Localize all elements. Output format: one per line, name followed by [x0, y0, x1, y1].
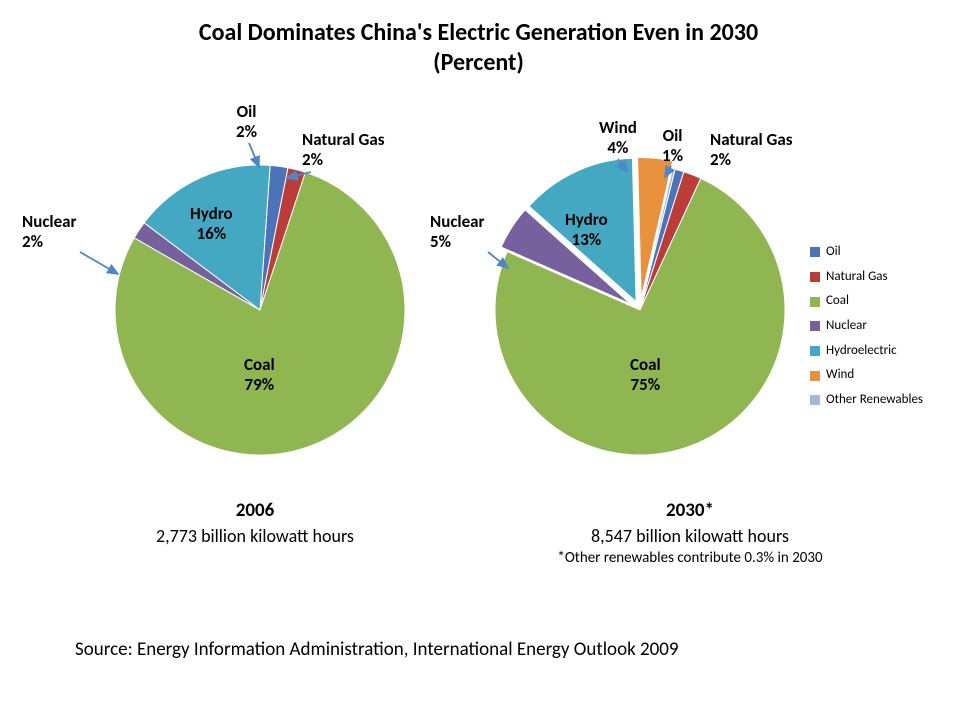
legend-item-coal: Coal — [810, 289, 923, 314]
legend-swatch-oil — [810, 247, 820, 257]
legend-label-oil: Oil — [826, 240, 841, 265]
inner-2030-coal: Coal 75% — [630, 355, 661, 394]
legend-swatch-hydro — [810, 346, 820, 356]
legend-swatch-coal — [810, 297, 820, 307]
legend-item-other: Other Renewables — [810, 388, 923, 413]
legend-item-nuclear: Nuclear — [810, 314, 923, 339]
legend-label-other: Other Renewables — [826, 388, 923, 413]
legend-swatch-other — [810, 395, 820, 405]
caption-2030: 2030* 8,547 billion kilowatt hours *Othe… — [480, 498, 900, 568]
caption-2006-year: 2006 — [40, 498, 470, 524]
pie-2030 — [0, 0, 820, 470]
legend-item-oil: Oil — [810, 240, 923, 265]
legend-swatch-wind — [810, 371, 820, 381]
captions-row: 2006 2,773 billion kilowatt hours 2030* … — [0, 498, 957, 568]
legend-label-nuclear: Nuclear — [826, 314, 867, 339]
legend-item-wind: Wind — [810, 363, 923, 388]
callout-2030-oil: Oil 1% — [662, 126, 683, 165]
legend-label-natural_gas: Natural Gas — [826, 265, 888, 290]
caption-2006-sub: 2,773 billion kilowatt hours — [40, 524, 470, 548]
caption-2030-year: 2030* — [480, 498, 900, 524]
legend-item-natural_gas: Natural Gas — [810, 265, 923, 290]
inner-2030-hydro: Hydro 13% — [565, 210, 608, 249]
caption-2030-note: *Other renewables contribute 0.3% in 203… — [480, 548, 900, 568]
source-text: Source: Energy Information Administratio… — [75, 638, 679, 661]
caption-2030-sub: 8,547 billion kilowatt hours — [480, 524, 900, 548]
legend-label-hydro: Hydroelectric — [826, 339, 897, 364]
legend-label-coal: Coal — [826, 289, 849, 314]
legend-label-wind: Wind — [826, 363, 854, 388]
legend-swatch-nuclear — [810, 321, 820, 331]
callout-2030-wind: Wind 4% — [599, 118, 637, 157]
callout-2030-naturalgas: Natural Gas 2% — [710, 130, 793, 169]
callout-2030-nuclear: Nuclear 5% — [430, 212, 485, 251]
pie-2030-svg — [0, 0, 820, 470]
legend-item-hydro: Hydroelectric — [810, 339, 923, 364]
legend-swatch-natural_gas — [810, 272, 820, 282]
legend: OilNatural GasCoalNuclearHydroelectricWi… — [810, 240, 923, 413]
caption-2006: 2006 2,773 billion kilowatt hours — [40, 498, 470, 568]
